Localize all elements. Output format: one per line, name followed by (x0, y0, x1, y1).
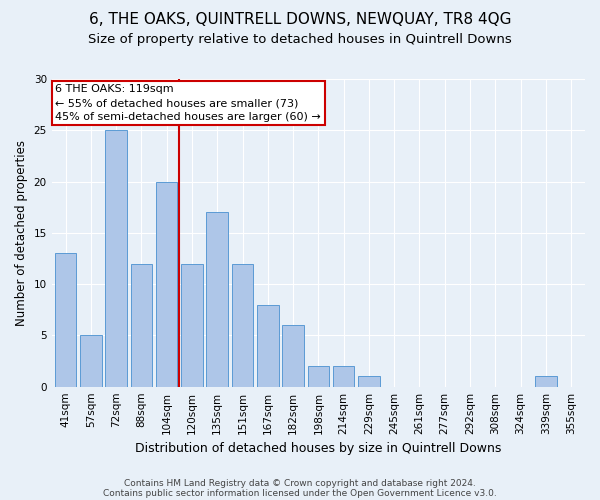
Bar (55, 254, 76, 386)
Text: Contains HM Land Registry data © Crown copyright and database right 2024.: Contains HM Land Registry data © Crown c… (124, 478, 476, 488)
Bar (80, 336, 101, 386)
Y-axis label: Number of detached properties: Number of detached properties (15, 140, 28, 326)
Bar (156, 182, 178, 386)
Text: Contains public sector information licensed under the Open Government Licence v3: Contains public sector information licen… (103, 488, 497, 498)
Text: Size of property relative to detached houses in Quintrell Downs: Size of property relative to detached ho… (88, 32, 512, 46)
Text: 6 THE OAKS: 119sqm
← 55% of detached houses are smaller (73)
45% of semi-detache: 6 THE OAKS: 119sqm ← 55% of detached hou… (55, 84, 321, 122)
Bar (106, 130, 127, 386)
X-axis label: Distribution of detached houses by size in Quintrell Downs: Distribution of detached houses by size … (135, 442, 502, 455)
Bar (308, 366, 329, 386)
Bar (283, 325, 304, 386)
Bar (535, 376, 557, 386)
Bar (131, 264, 152, 386)
Bar (257, 304, 278, 386)
Bar (333, 366, 355, 386)
Text: 6, THE OAKS, QUINTRELL DOWNS, NEWQUAY, TR8 4QG: 6, THE OAKS, QUINTRELL DOWNS, NEWQUAY, T… (89, 12, 511, 28)
Bar (232, 264, 253, 386)
Bar (181, 264, 203, 386)
Bar (358, 376, 380, 386)
Bar (206, 212, 228, 386)
